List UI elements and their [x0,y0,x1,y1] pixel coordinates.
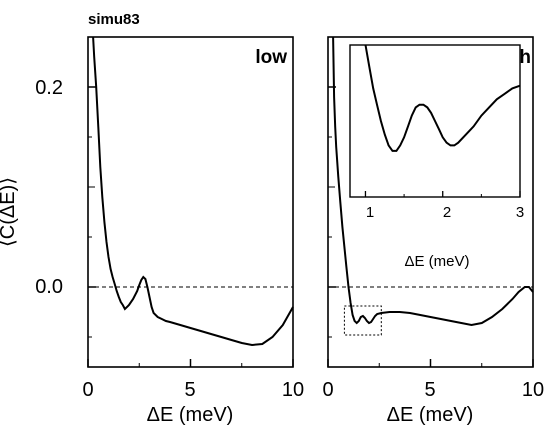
x-tick-label: 5 [184,379,195,401]
inset-plot: 1 2 3 ΔE (meV) [349,44,524,270]
x-tick-label: 0 [82,379,93,401]
inset-x-tick-label: 1 [366,204,374,221]
zoom-region-box [343,305,382,336]
y-axis-title: ⟨C(ΔE)⟩ [0,177,19,247]
inset-axis-ticks [364,191,521,197]
y-tick-label: 0.2 [35,77,63,99]
plot-frame [87,36,294,368]
y-tick-label: 0.0 [35,276,63,298]
inset-x-axis-title: ΔE (meV) [404,253,469,270]
inset-series-line [364,44,521,152]
panel-label: low [255,47,287,68]
panel-low: low 0.2 0.0 0 5 10 ΔE (meV) [35,36,304,426]
x-axis-title: ΔE (meV) [387,404,474,426]
inset-x-tick-label: 2 [443,204,451,221]
series-line [92,36,294,347]
panel-high: high 0 5 10 ΔE (meV) 1 2 3 ΔE (meV) [322,36,544,426]
axis-ticks [87,86,294,367]
x-axis-title: ΔE (meV) [147,404,234,426]
axis-ticks [327,86,534,367]
x-tick-label: 10 [282,379,304,401]
inset-x-tick-label: 3 [516,204,524,221]
x-tick-label: 0 [322,379,333,401]
figure-label: simu83 [88,11,140,28]
x-tick-label: 5 [424,379,435,401]
series-line [332,36,534,327]
x-tick-label: 10 [522,379,544,401]
